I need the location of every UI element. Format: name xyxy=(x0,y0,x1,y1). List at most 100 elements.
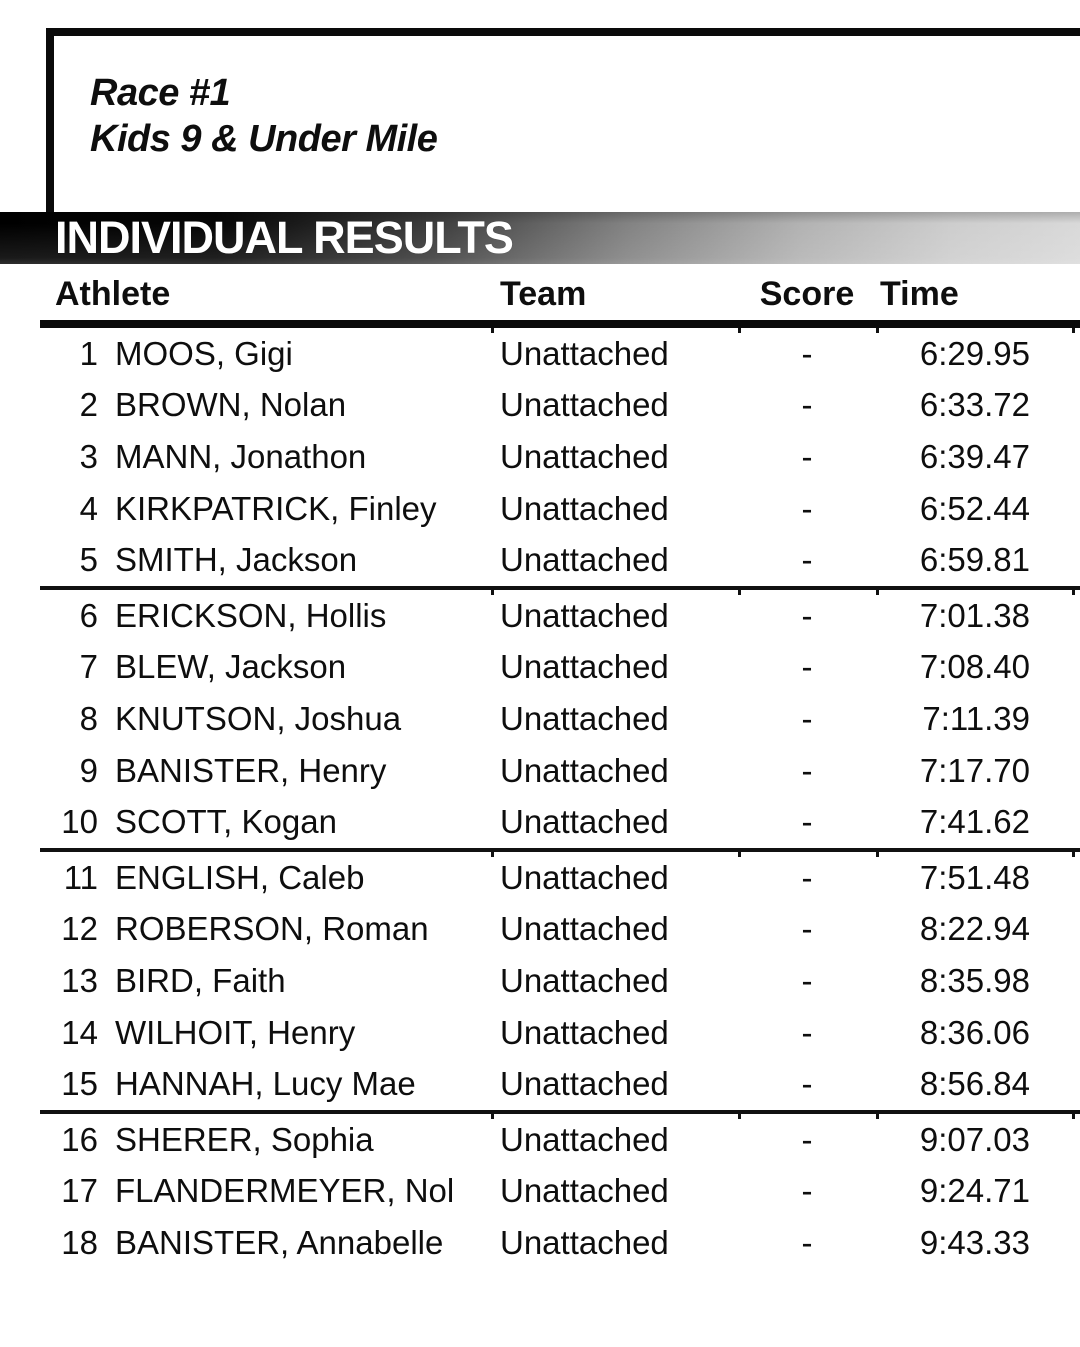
table-body: 1 MOOS, Gigi Unattached - 6:29.95 2 BROWN, Nol… xyxy=(40,328,1080,1269)
rank-cell: 17 xyxy=(61,1172,98,1210)
score-cell: - xyxy=(801,386,813,424)
column-boundary-tick xyxy=(491,328,494,333)
athlete-name-cell: SHERER, Sophia xyxy=(115,1120,374,1158)
column-boundary-tick xyxy=(491,589,494,595)
rank-cell: 2 xyxy=(79,386,98,424)
result-row: 3 MANN, Jonathon Unattached - 6:39.47 xyxy=(40,431,1080,483)
athlete-name-cell: BROWN, Nolan xyxy=(115,386,347,424)
time-cell: 7:41.62 xyxy=(919,803,1030,841)
result-row: 12 ROBERSON, Roman Unattached - 8:22.94 xyxy=(40,904,1080,956)
result-row: 10 SCOTT, Kogan Unattached - 7:41.62 xyxy=(40,796,1080,848)
athlete-name-cell: SCOTT, Kogan xyxy=(115,803,337,841)
time-cell: 7:11.39 xyxy=(922,699,1030,737)
group-separator-rule xyxy=(40,1109,1080,1119)
score-cell: - xyxy=(801,961,813,999)
column-boundary-tick xyxy=(1072,1113,1075,1119)
column-boundary-tick xyxy=(491,851,494,857)
athlete-name-cell: HANNAH, Lucy Mae xyxy=(115,1065,416,1103)
result-row: 5 SMITH, Jackson Unattached - 6:59.81 xyxy=(40,534,1080,586)
result-row: 8 KNUTSON, Joshua Unattached - 7:11.39 xyxy=(40,693,1080,745)
time-cell: 9:24.71 xyxy=(919,1172,1030,1210)
athlete-name-cell: KNUTSON, Joshua xyxy=(115,699,402,737)
rank-cell: 14 xyxy=(61,1013,98,1051)
time-cell: 7:17.70 xyxy=(919,751,1030,789)
team-cell: Unattached xyxy=(500,386,669,424)
column-boundary-tick xyxy=(491,1113,494,1119)
score-cell: - xyxy=(801,858,813,896)
rank-cell: 7 xyxy=(79,648,98,686)
race-title: Kids 9 & Under Mile xyxy=(90,118,438,160)
score-cell: - xyxy=(801,1013,813,1051)
time-cell: 8:56.84 xyxy=(919,1065,1030,1103)
athlete-name-cell: FLANDERMEYER, Nol xyxy=(115,1172,455,1210)
rank-cell: 1 xyxy=(79,334,98,372)
time-cell: 9:43.33 xyxy=(919,1223,1030,1261)
score-cell: - xyxy=(801,1223,813,1261)
time-cell: 6:33.72 xyxy=(919,386,1030,424)
score-cell: - xyxy=(801,596,813,634)
result-row: 1 MOOS, Gigi Unattached - 6:29.95 xyxy=(40,328,1080,380)
result-row: 6 ERICKSON, Hollis Unattached - 7:01.38 xyxy=(40,590,1080,642)
score-cell: - xyxy=(801,334,813,372)
result-row: 16 SHERER, Sophia Unattached - 9:07.03 xyxy=(40,1114,1080,1166)
time-cell: 8:35.98 xyxy=(919,961,1030,999)
team-cell: Unattached xyxy=(500,910,669,948)
score-cell: - xyxy=(801,699,813,737)
column-boundary-tick xyxy=(738,1113,741,1119)
score-cell: - xyxy=(801,541,813,579)
column-boundary-tick xyxy=(876,328,879,333)
athlete-name-cell: MANN, Jonathon xyxy=(115,437,367,475)
time-cell: 6:29.95 xyxy=(919,334,1030,372)
column-boundary-tick xyxy=(738,589,741,595)
result-row: 4 KIRKPATRICK, Finley Unattached - 6:52.44 xyxy=(40,483,1080,535)
result-row: 9 BANISTER, Henry Unattached - 7:17.70 xyxy=(40,745,1080,797)
team-cell: Unattached xyxy=(500,541,669,579)
column-boundary-tick xyxy=(738,851,741,857)
rank-cell: 5 xyxy=(79,541,98,579)
score-cell: - xyxy=(801,1172,813,1210)
result-row: 11 ENGLISH, Caleb Unattached - 7:51.48 xyxy=(40,852,1080,904)
team-cell: Unattached xyxy=(500,437,669,475)
group-separator-rule xyxy=(40,847,1080,857)
athlete-name-cell: BIRD, Faith xyxy=(115,961,286,999)
score-cell: - xyxy=(801,489,813,527)
team-cell: Unattached xyxy=(500,751,669,789)
rank-cell: 4 xyxy=(79,489,98,527)
athlete-name-cell: ERICKSON, Hollis xyxy=(115,596,387,634)
race-header-box: Race #1 Kids 9 & Under Mile xyxy=(46,28,1080,244)
rank-cell: 3 xyxy=(79,437,98,475)
time-cell: 7:51.48 xyxy=(919,858,1030,896)
rank-cell: 9 xyxy=(79,751,98,789)
score-cell: - xyxy=(801,1120,813,1158)
result-row: 13 BIRD, Faith Unattached - 8:35.98 xyxy=(40,955,1080,1007)
team-cell: Unattached xyxy=(500,1120,669,1158)
rank-cell: 18 xyxy=(61,1223,98,1261)
column-boundary-tick xyxy=(738,328,741,333)
score-cell: - xyxy=(801,803,813,841)
result-row: 7 BLEW, Jackson Unattached - 7:08.40 xyxy=(40,642,1080,694)
rank-cell: 12 xyxy=(61,910,98,948)
team-cell: Unattached xyxy=(500,1223,669,1261)
result-row: 15 HANNAH, Lucy Mae Unattached - 8:56.84 xyxy=(40,1058,1080,1110)
rank-cell: 11 xyxy=(63,858,98,896)
team-cell: Unattached xyxy=(500,699,669,737)
column-header-athlete: Athlete xyxy=(55,274,171,313)
athlete-name-cell: ENGLISH, Caleb xyxy=(115,858,365,896)
rank-cell: 16 xyxy=(61,1120,98,1158)
athlete-name-cell: MOOS, Gigi xyxy=(115,334,293,372)
athlete-name-cell: WILHOIT, Henry xyxy=(115,1013,356,1051)
athlete-name-cell: ROBERSON, Roman xyxy=(115,910,429,948)
time-cell: 8:22.94 xyxy=(919,910,1030,948)
result-row: 17 FLANDERMEYER, Nol Unattached - 9:24.71 xyxy=(40,1166,1080,1218)
column-boundary-tick xyxy=(876,851,879,857)
athlete-name-cell: KIRKPATRICK, Finley xyxy=(115,489,437,527)
column-header-time: Time xyxy=(880,274,959,313)
athlete-name-cell: BANISTER, Henry xyxy=(115,751,387,789)
team-cell: Unattached xyxy=(500,489,669,527)
time-cell: 9:07.03 xyxy=(919,1120,1030,1158)
score-cell: - xyxy=(801,437,813,475)
time-cell: 6:59.81 xyxy=(919,541,1030,579)
section-title: INDIVIDUAL RESULTS xyxy=(55,212,514,263)
result-row: 2 BROWN, Nolan Unattached - 6:33.72 xyxy=(40,380,1080,432)
